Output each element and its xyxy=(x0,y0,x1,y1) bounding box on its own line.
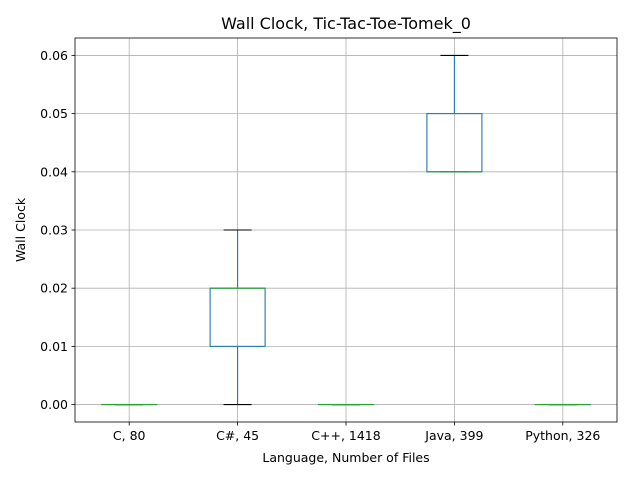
y-tick-label: 0.04 xyxy=(40,164,68,179)
ticks: 0.00 0.01 0.02 0.03 0.04 0.05 0.06 C, 80 C#, 45 C… xyxy=(40,48,600,443)
y-tick-label: 0.06 xyxy=(40,48,68,63)
y-tick-label: 0.00 xyxy=(40,397,68,412)
box-3 xyxy=(426,54,483,173)
x-tick-label: C, 80 xyxy=(113,428,146,443)
y-tick-label: 0.05 xyxy=(40,106,68,121)
x-tick-label: Java, 399 xyxy=(424,428,483,443)
x-tick-label: C++, 1418 xyxy=(311,428,380,443)
x-tick-label: C#, 45 xyxy=(216,428,259,443)
y-tick-label: 0.03 xyxy=(40,223,68,238)
y-tick-label: 0.01 xyxy=(40,339,68,354)
y-axis-label: Wall Clock xyxy=(13,197,28,262)
x-tick-label: Python, 326 xyxy=(525,428,600,443)
boxes xyxy=(101,54,591,406)
chart-title: Wall Clock, Tic-Tac-Toe-Tomek_0 xyxy=(221,14,471,34)
x-axis-label: Language, Number of Files xyxy=(262,450,429,465)
y-tick-label: 0.02 xyxy=(40,281,68,296)
box-1 xyxy=(209,229,266,406)
